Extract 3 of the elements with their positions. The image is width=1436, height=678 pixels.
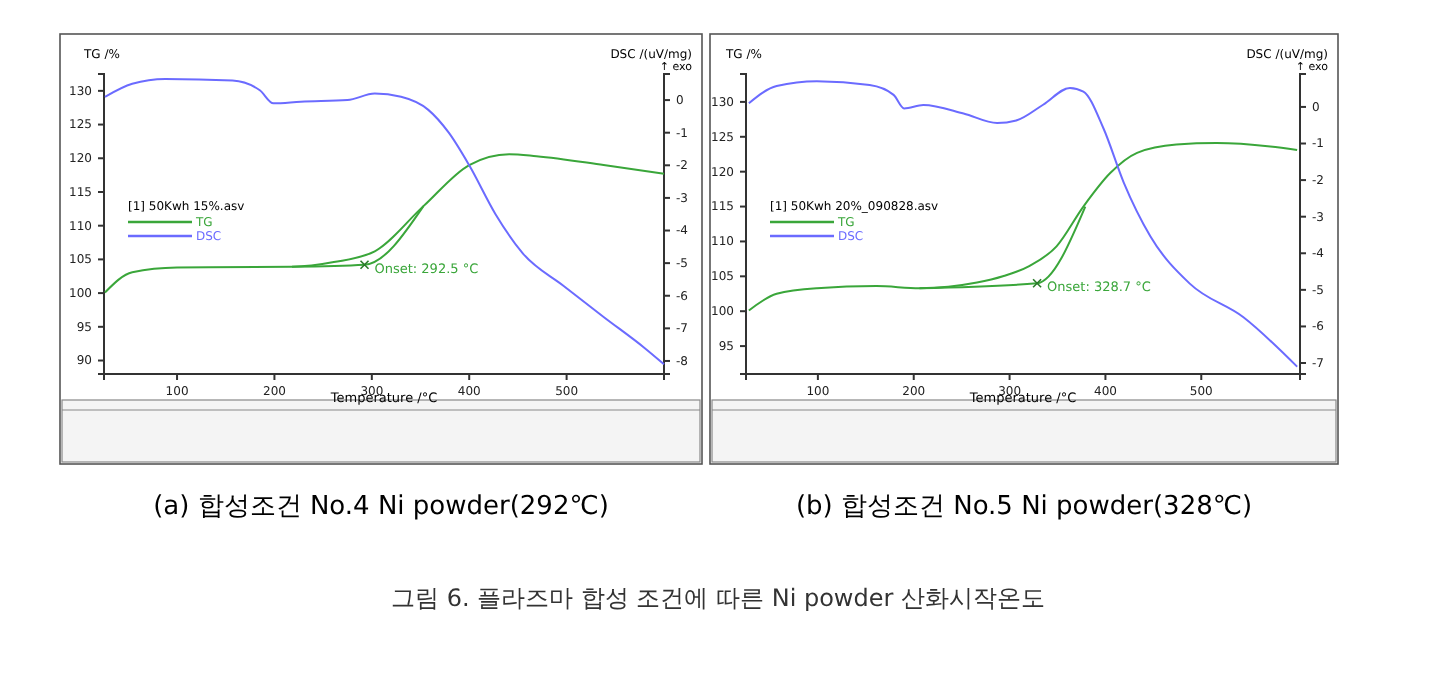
text: (b) 합성조건 No.5 Ni powder(328℃) bbox=[795, 492, 1253, 522]
caption: 그림 6. 플라즈마 합성 조건에 따른 Ni powder 산화시작온도 bbox=[391, 584, 1045, 612]
text: (a) 합성조건 No.4 Ni powder(292℃) bbox=[153, 492, 609, 522]
